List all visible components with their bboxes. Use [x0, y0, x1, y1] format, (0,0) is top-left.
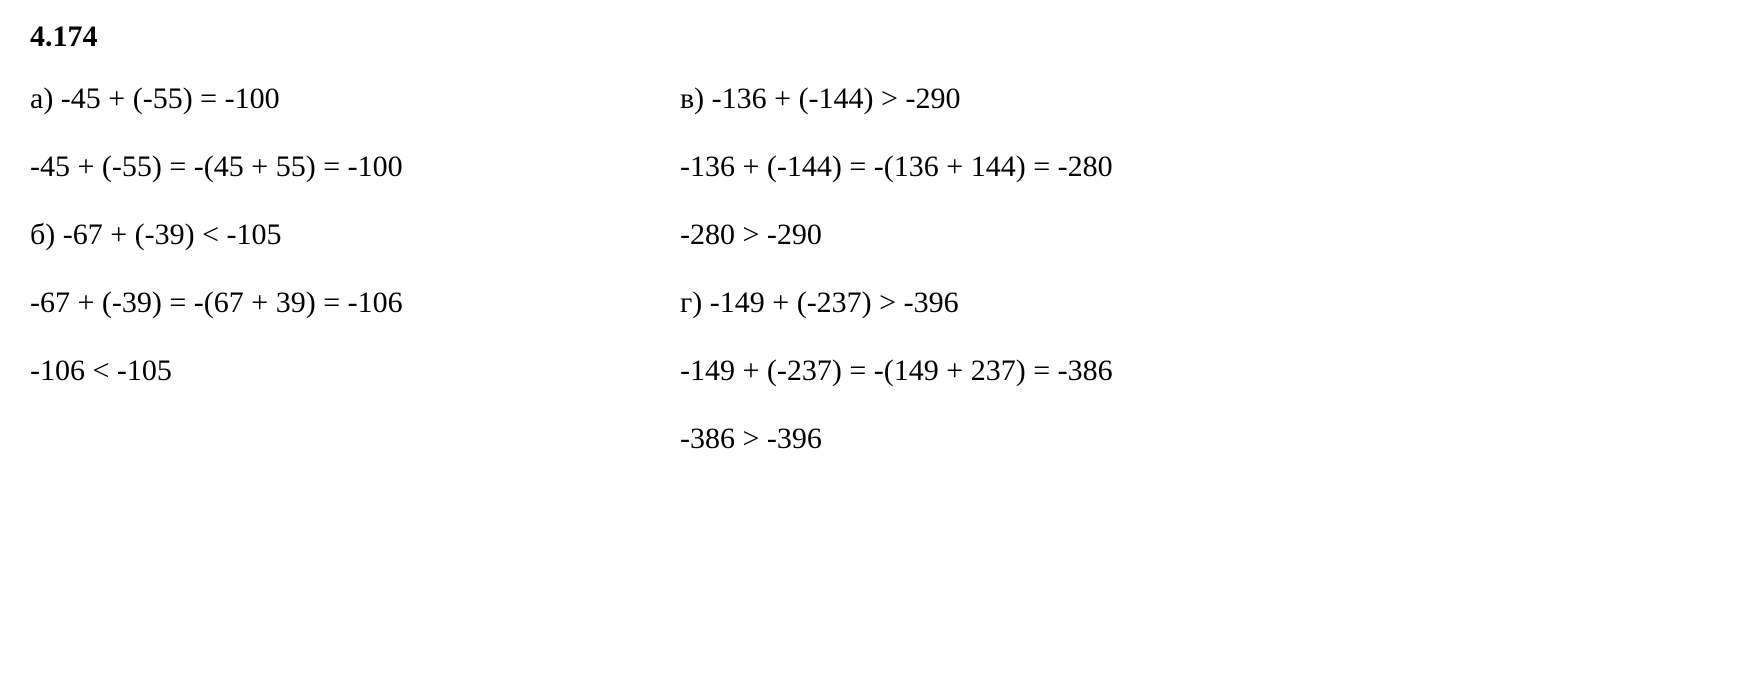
left-column: а) -45 + (-55) = -100 -45 + (-55) = -(45…: [30, 78, 600, 460]
equation-a-work: -45 + (-55) = -(45 + 55) = -100: [30, 146, 600, 188]
math-document: 4.174 а) -45 + (-55) = -100 -45 + (-55) …: [30, 20, 1727, 460]
equation-v-statement: в) -136 + (-144) > -290: [680, 78, 1380, 120]
equation-g-statement: г) -149 + (-237) > -396: [680, 282, 1380, 324]
equation-v-result: -280 > -290: [680, 214, 1380, 256]
equation-g-work: -149 + (-237) = -(149 + 237) = -386: [680, 350, 1380, 392]
two-column-layout: а) -45 + (-55) = -100 -45 + (-55) = -(45…: [30, 78, 1727, 460]
equation-b-work: -67 + (-39) = -(67 + 39) = -106: [30, 282, 600, 324]
equation-g-result: -386 > -396: [680, 418, 1380, 460]
right-column: в) -136 + (-144) > -290 -136 + (-144) = …: [680, 78, 1380, 460]
equation-a-statement: а) -45 + (-55) = -100: [30, 78, 600, 120]
equation-v-work: -136 + (-144) = -(136 + 144) = -280: [680, 146, 1380, 188]
problem-number: 4.174: [30, 20, 1727, 54]
equation-b-statement: б) -67 + (-39) < -105: [30, 214, 600, 256]
equation-b-result: -106 < -105: [30, 350, 600, 392]
